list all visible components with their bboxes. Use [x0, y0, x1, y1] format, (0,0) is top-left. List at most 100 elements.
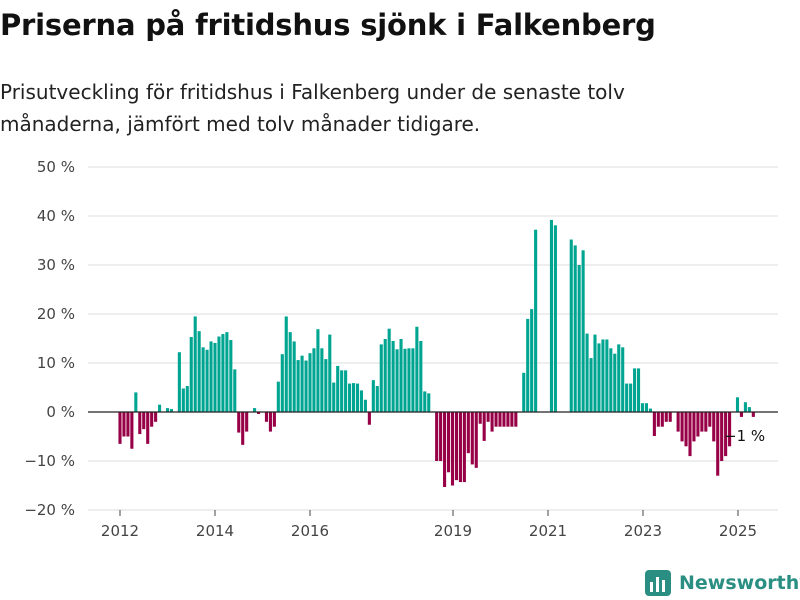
chart-bar — [668, 412, 672, 422]
chart-bar — [597, 343, 601, 412]
chart-bar — [470, 412, 474, 465]
chart-bar — [177, 352, 181, 412]
chart-bar — [415, 326, 419, 412]
chart-bar — [640, 403, 645, 412]
chart-bar — [700, 412, 704, 432]
chart-bar — [526, 318, 530, 412]
chart-bar — [522, 372, 526, 412]
chart-bar — [383, 338, 387, 412]
chart-bar — [284, 316, 288, 412]
chart-bar — [680, 412, 684, 442]
chart-bar — [154, 412, 158, 422]
chart-bar — [676, 412, 680, 432]
chart-bar — [435, 412, 439, 461]
chart-bar — [443, 412, 447, 487]
chart-bar — [728, 412, 732, 447]
y-axis-ticks: 50 % 40 % 30 % 20 % 10 % 0 % −10 % −20 % — [24, 158, 75, 519]
chart-bar — [494, 412, 498, 427]
chart-bar — [427, 393, 431, 412]
y-tick-label: −20 % — [24, 501, 75, 519]
chart-bar — [446, 412, 451, 473]
chart-bar — [245, 412, 249, 432]
chart-bar — [743, 402, 747, 412]
bar-chart: 50 % 40 % 30 % 20 % 10 % 0 % −10 % −20 %… — [24, 158, 778, 540]
chart-bar — [268, 412, 272, 432]
chart-bar — [221, 334, 225, 412]
chart-bar — [549, 219, 554, 412]
chart-bar — [304, 360, 308, 412]
chart-bar — [185, 386, 189, 412]
chart-bar — [502, 412, 506, 427]
chart-bar — [201, 347, 205, 412]
chart-bar — [692, 412, 696, 442]
chart-bar — [510, 412, 514, 427]
chart-bar — [454, 412, 459, 481]
y-tick-label: −10 % — [24, 452, 75, 470]
chart-bar — [644, 403, 649, 412]
chart-bar — [688, 412, 692, 457]
chart-bar — [150, 412, 154, 427]
chart-bar — [375, 386, 379, 412]
chart-bar — [720, 412, 724, 461]
chart-bar — [735, 397, 740, 412]
chart-bar — [458, 412, 462, 483]
chart-bar — [411, 348, 415, 412]
chart-bar — [724, 412, 728, 457]
chart-bar — [233, 369, 237, 412]
chart-bar — [237, 412, 241, 433]
chart-bar — [359, 390, 364, 412]
chart-bar — [486, 412, 490, 422]
y-tick-label: 40 % — [37, 207, 75, 225]
chart-bar — [747, 407, 751, 412]
chart-bar — [165, 408, 170, 412]
chart-bar — [716, 412, 720, 476]
x-tick-label: 2016 — [291, 522, 329, 540]
chart-bar — [300, 355, 304, 412]
x-tick-label: 2012 — [101, 522, 139, 540]
chart-bar — [399, 338, 403, 412]
chart-bar — [633, 368, 637, 412]
chart-bar — [660, 412, 664, 427]
chart-bar — [288, 332, 292, 412]
chart-bar — [276, 381, 280, 412]
chart-bar — [466, 412, 470, 454]
chart-bar — [474, 412, 478, 468]
chart-bar — [704, 412, 708, 432]
chart-bar — [122, 412, 126, 437]
chart-bar — [193, 316, 197, 412]
chart-bar — [395, 349, 399, 412]
chart-bar — [530, 309, 534, 412]
chart-bar — [589, 358, 593, 412]
chart-bar — [569, 239, 573, 412]
bar-chart-logo-icon — [645, 570, 671, 596]
chart-bar — [617, 344, 621, 412]
chart-bar — [256, 412, 261, 414]
chart-bar — [506, 412, 510, 427]
chart-bar — [308, 353, 312, 412]
chart-bar — [126, 412, 130, 437]
x-tick-label: 2025 — [719, 522, 757, 540]
chart-bar — [581, 250, 585, 412]
chart-bar — [225, 332, 229, 412]
chart-bar — [379, 344, 383, 412]
chart-bar — [241, 412, 245, 445]
chart-bar — [336, 365, 340, 412]
y-tick-label: 30 % — [37, 256, 75, 274]
brand-logo: Newsworthy — [645, 568, 800, 598]
bars-group — [118, 219, 755, 487]
chart-bar — [482, 412, 486, 441]
chart-bar — [130, 412, 134, 449]
chart-bar — [264, 412, 269, 422]
chart-bar — [320, 348, 324, 412]
chart-bar — [498, 412, 502, 427]
chart-subtitle: Prisutveckling för fritidshus i Falkenbe… — [0, 80, 625, 136]
chart-bar — [403, 348, 407, 412]
chart-bar — [684, 412, 688, 447]
chart-bar — [332, 382, 336, 412]
chart-bar — [423, 391, 427, 412]
chart-bar — [439, 412, 443, 461]
chart-bar — [621, 347, 625, 412]
chart-bar — [708, 412, 712, 427]
chart-bar — [514, 412, 518, 427]
chart-bar — [490, 412, 494, 432]
